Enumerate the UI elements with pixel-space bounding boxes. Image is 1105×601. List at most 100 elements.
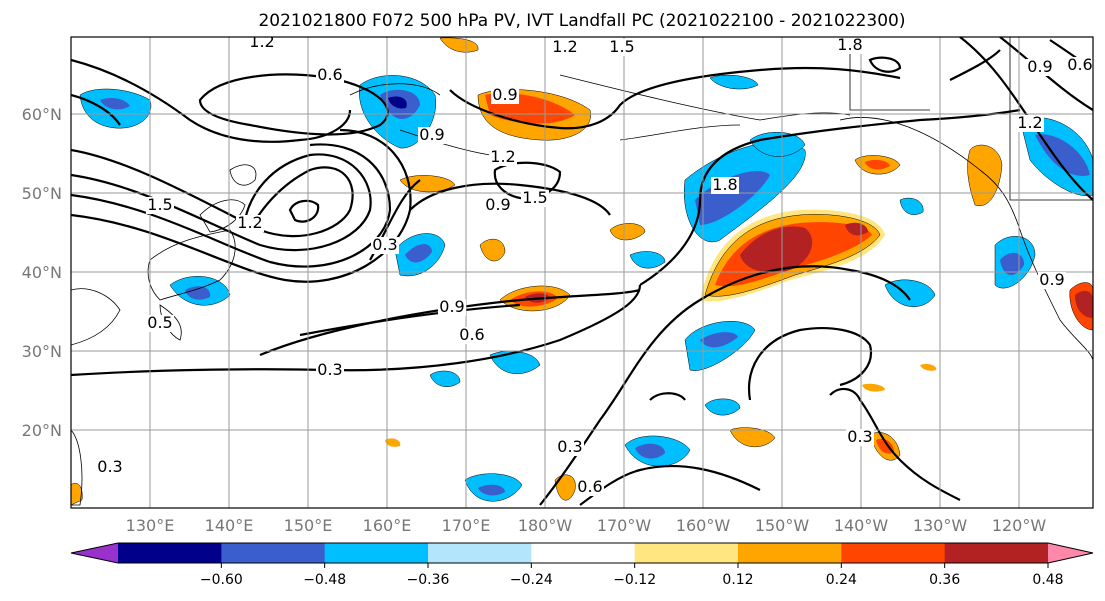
contour-label-bg xyxy=(418,127,446,144)
colorbar-tick-label: −0.60 xyxy=(200,572,243,588)
contour-label: 0.9 xyxy=(419,125,444,144)
contour-label-bg xyxy=(576,479,604,496)
contour-label: 1.5 xyxy=(522,188,547,207)
contour-label: 1.2 xyxy=(1017,113,1042,132)
contour-label: 0.6 xyxy=(317,65,342,84)
contour-label-bg xyxy=(1016,115,1044,132)
colorbar-segment xyxy=(634,543,739,563)
colorbar-tick-label: −0.36 xyxy=(407,572,450,588)
contour-label: 0.6 xyxy=(1067,55,1092,74)
contour-label-bg xyxy=(1066,57,1093,74)
longitude-labels: 130°E 140°E 150°E 160°E 170°E 180°W 170°W 160°W… xyxy=(126,516,1047,535)
contour-label-bg xyxy=(146,197,174,214)
colorbar-outline xyxy=(70,542,1094,564)
longitude-label: 180°W xyxy=(518,516,573,535)
contour-label: 0.6 xyxy=(459,325,484,344)
colorbar-segment xyxy=(221,543,326,563)
contour-label-bg xyxy=(316,362,344,379)
contour-label-bg xyxy=(371,237,399,254)
contour-label-bg xyxy=(551,39,579,56)
colorbar-extend-min xyxy=(71,543,118,563)
contour-label: 1.5 xyxy=(147,195,172,214)
longitude-label: 140°W xyxy=(834,516,889,535)
contour-label: 0.9 xyxy=(439,297,464,316)
contour-label-bg xyxy=(484,197,512,214)
contour-label-bg xyxy=(96,459,124,476)
colorbar-segment xyxy=(324,543,429,563)
gridlines xyxy=(71,37,1093,508)
contour-label-bg xyxy=(316,67,344,84)
colorbar-segment xyxy=(944,543,1049,563)
contour-labels: 1.2 1.5 1.2 1.8 0.6 0.9 0.9 1.2 1.5 0.9 0.3 1.5 1.2 1… xyxy=(96,32,1093,496)
contour-label-bg xyxy=(491,87,519,104)
latitude-label: 60°N xyxy=(22,105,62,124)
latitude-label: 30°N xyxy=(22,342,62,361)
figure-title: 2021021800 F072 500 hPa PV, IVT Landfall… xyxy=(258,11,905,31)
latitude-labels: 60°N 50°N 40°N 30°N 20°N xyxy=(22,105,62,440)
contour-label: 0.3 xyxy=(557,437,582,456)
colorbar-segment xyxy=(428,543,532,563)
contour-label: 1.2 xyxy=(237,213,262,232)
contour-label: 0.9 xyxy=(1027,57,1052,76)
longitude-label: 170°E xyxy=(442,516,491,535)
longitude-label: 170°W xyxy=(597,516,652,535)
contour-label: 1.5 xyxy=(609,37,634,56)
longitude-label: 160°W xyxy=(676,516,731,535)
longitude-label: 150°W xyxy=(755,516,810,535)
contour-label: 0.9 xyxy=(492,85,517,104)
latitude-label: 50°N xyxy=(22,184,62,203)
longitude-label: 120°W xyxy=(992,516,1047,535)
longitude-label: 130°W xyxy=(913,516,968,535)
map-panel: 1.2 1.5 1.2 1.8 0.6 0.9 0.9 1.2 1.5 0.9 0.3 1.5 1.2 1… xyxy=(22,32,1094,535)
contour-label: 0.3 xyxy=(317,360,342,379)
colorbar-tick-label: −0.12 xyxy=(613,572,656,588)
colorbar: −0.60 −0.48 −0.36 −0.24 −0.12 0.12 0.24 0.36 0.4… xyxy=(70,542,1094,588)
contour-label-bg xyxy=(711,177,739,194)
contour-label: 1.2 xyxy=(490,147,515,166)
contour-label: 1.8 xyxy=(712,175,737,194)
contour-label-bg xyxy=(836,37,864,54)
colorbar-tick-label: −0.24 xyxy=(510,572,553,588)
map-frame xyxy=(70,36,1094,509)
colorbar-segment xyxy=(118,543,222,563)
contour-label-bg xyxy=(458,327,486,344)
colorbar-segment xyxy=(841,543,946,563)
contour-label-bg xyxy=(248,37,276,51)
longitude-label: 150°E xyxy=(284,516,333,535)
colorbar-tick-label: −0.48 xyxy=(303,572,346,588)
contour-label-bg xyxy=(846,429,874,446)
colorbar-tick-label: 0.24 xyxy=(826,572,857,588)
contour-label: 0.3 xyxy=(97,457,122,476)
contour-label: 1.2 xyxy=(552,37,577,56)
colorbar-tick-label: 0.12 xyxy=(722,572,753,588)
contour-label: 0.5 xyxy=(147,313,172,332)
contour-label-bg xyxy=(438,299,466,316)
contour-label: 1.2 xyxy=(249,32,274,51)
longitude-label: 160°E xyxy=(363,516,412,535)
longitude-label: 140°E xyxy=(205,516,254,535)
latitude-label: 40°N xyxy=(22,263,62,282)
contour-label: 0.9 xyxy=(1039,270,1064,289)
colorbar-extend-max xyxy=(1048,543,1093,563)
longitude-label: 130°E xyxy=(126,516,175,535)
contour-label: 0.9 xyxy=(485,195,510,214)
contour-label-bg xyxy=(608,39,636,56)
contour-label-bg xyxy=(489,149,517,166)
colorbar-segment xyxy=(531,543,636,563)
colorbar-tick-label: 0.36 xyxy=(929,572,960,588)
contour-label-bg xyxy=(1026,59,1054,76)
contour-label: 0.3 xyxy=(847,427,872,446)
contour-label-bg xyxy=(1038,272,1066,289)
latitude-label: 20°N xyxy=(22,421,62,440)
ivt-shading xyxy=(71,37,1093,506)
contour-label-bg xyxy=(556,439,584,456)
contour-label: 1.8 xyxy=(837,35,862,54)
contour-label-bg xyxy=(521,190,549,207)
contour-label-bg xyxy=(236,215,264,232)
colorbar-tick-label: 0.48 xyxy=(1032,572,1063,588)
colorbar-segment xyxy=(738,543,842,563)
contour-label: 0.6 xyxy=(577,477,602,496)
contour-label: 0.3 xyxy=(372,235,397,254)
contour-label-bg xyxy=(146,315,174,332)
